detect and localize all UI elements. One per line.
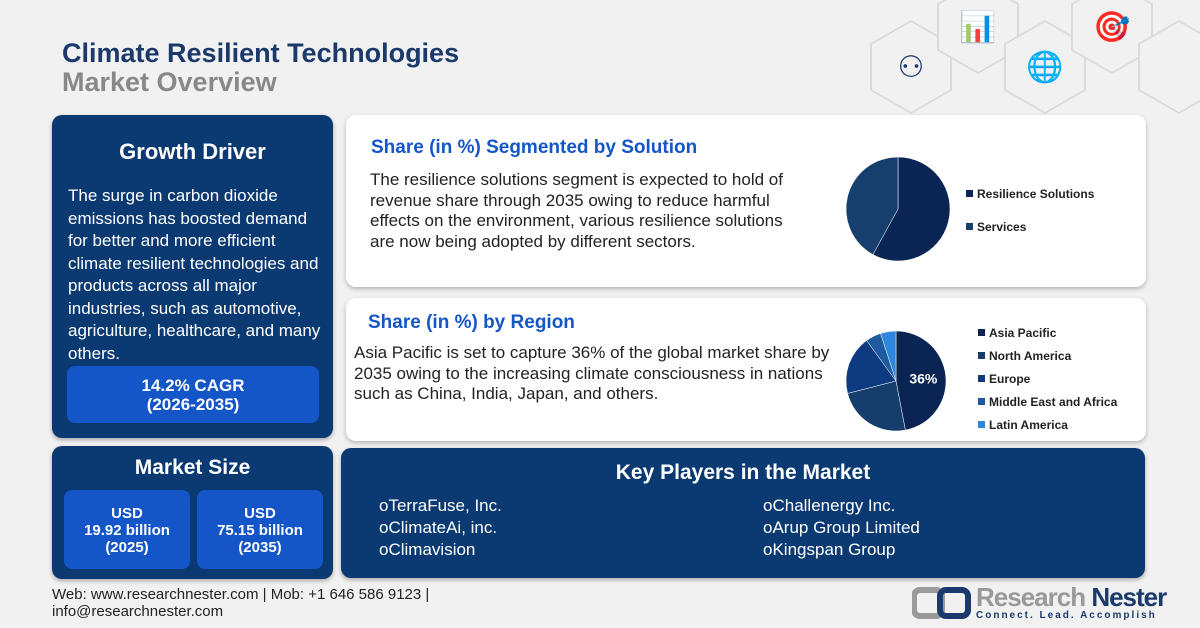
target-report-icon: 🎯 (1071, 0, 1153, 74)
pie-slice-resilience-solutions (872, 157, 950, 261)
legend-item: Resilience Solutions (966, 177, 1094, 210)
logo-name2: Nester (1091, 582, 1167, 612)
growth-driver-title: Growth Driver (119, 139, 266, 164)
market-size-title: Market Size (134, 456, 251, 479)
currency: USD (111, 505, 143, 522)
legend-item: Middle East and Africa (978, 390, 1117, 413)
legend-swatch (978, 398, 985, 405)
legend-swatch (978, 421, 985, 428)
growth-driver-text: The surge in carbon dioxide emissions ha… (68, 186, 321, 363)
page-subtitle: Market Overview (62, 67, 277, 97)
legend-item: Europe (978, 367, 1117, 390)
logo-tagline: Connect. Lead. Accomplish (976, 610, 1157, 621)
market-size-2025: USD 19.92 billion (2025) (64, 490, 190, 569)
legend-item: North America (978, 344, 1117, 367)
pie-data-label: 36% (909, 370, 938, 386)
region-title: Share (in %) by Region (368, 312, 575, 333)
cagr-value: 14.2% CAGR (141, 376, 245, 395)
legend-label: Middle East and Africa (989, 394, 1118, 409)
player: oClimavision (379, 540, 476, 559)
legend-item: Services (966, 210, 1094, 243)
region-legend: Asia Pacific North America Europe Middle Ea… (978, 321, 1117, 436)
legend-swatch (966, 223, 973, 230)
hex-decoration (1138, 20, 1200, 114)
legend-label: Services (977, 219, 1027, 234)
legend-item: Latin America (978, 413, 1117, 436)
legend-label: North America (989, 348, 1072, 363)
legend-label: Asia Pacific (989, 325, 1057, 340)
solution-text: The resilience solutions segment is expe… (370, 170, 783, 251)
legend-swatch (966, 190, 973, 197)
page-title: Climate Resilient Technologies (62, 38, 460, 68)
region-panel: Share (in %) by Region Asia Pacific is s… (346, 298, 1146, 441)
player: oTerraFuse, Inc. (379, 496, 502, 515)
key-players-col2: oChallenergy Inc. oArup Group Limited oK… (763, 495, 920, 561)
solution-pie-chart (846, 157, 950, 261)
player: oKingspan Group (763, 540, 896, 559)
value: 75.15 billion (217, 522, 303, 539)
pie-slice-europe (846, 340, 897, 394)
player: oChallenergy Inc. (763, 496, 896, 515)
pie-slice-latin-america (880, 331, 897, 382)
region-pie-chart: 36% (846, 331, 946, 431)
legend-item: Asia Pacific (978, 321, 1117, 344)
logo-icon (912, 586, 971, 619)
cagr-badge: 14.2% CAGR (2026-2035) (67, 366, 319, 423)
key-players-title: Key Players in the Market (615, 461, 871, 484)
pie-slice-services (846, 157, 899, 255)
market-size-2035: USD 75.15 billion (2035) (197, 490, 323, 569)
currency: USD (244, 505, 276, 522)
footer-web-phone: Web: www.researchnester.com | Mob: +1 64… (52, 586, 430, 603)
value: 19.92 billion (84, 522, 170, 539)
pie-slice-asia-pacific (895, 331, 946, 431)
solution-title: Share (in %) Segmented by Solution (371, 137, 698, 158)
player: oClimateAi, inc. (379, 518, 498, 537)
logo-name1: Research (976, 582, 1086, 612)
pie-slice-north-america (847, 380, 906, 431)
legend-swatch (978, 352, 985, 359)
legend-swatch (978, 329, 985, 336)
year: (2025) (105, 539, 149, 556)
year: (2035) (238, 539, 282, 556)
player: oArup Group Limited (763, 518, 920, 537)
cagr-period: (2026-2035) (146, 395, 240, 414)
solution-legend: Resilience Solutions Services (966, 177, 1094, 243)
footer-email: info@researchnester.com (52, 603, 224, 620)
legend-label: Resilience Solutions (977, 186, 1095, 201)
footer-contact: Web: www.researchnester.com | Mob: +1 64… (52, 586, 429, 620)
key-players-col1: oTerraFuse, Inc. oClimateAi, inc. oClima… (379, 495, 502, 561)
research-nester-logo: Research Nester Connect. Lead. Accomplis… (912, 582, 1167, 621)
legend-label: Latin America (989, 417, 1068, 432)
legend-swatch (978, 375, 985, 382)
legend-label: Europe (989, 371, 1031, 386)
solution-panel: Share (in %) Segmented by Solution The r… (346, 115, 1146, 287)
region-text: Asia Pacific is set to capture 36% of th… (354, 343, 830, 403)
key-players-panel: Key Players in the Market oTerraFuse, In… (341, 448, 1145, 578)
